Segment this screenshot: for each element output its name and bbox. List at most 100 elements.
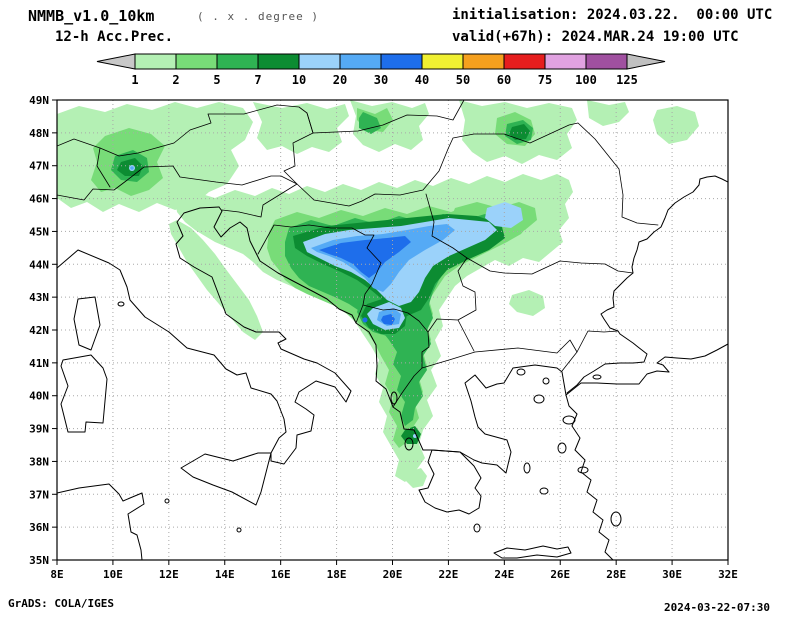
lon-label: 10E [103,568,123,581]
colorbar-segment [462,53,505,70]
lon-label: 20E [383,568,403,581]
border-bulgaria-turkey [576,330,619,353]
lat-label: 44N [29,258,49,271]
island-thasos [516,368,526,376]
lat-label: 35N [29,554,49,567]
coastline-blacksea-west [566,175,728,394]
coastline-anatolia-west [565,394,614,560]
island-elba [117,301,125,307]
lat-label: 38N [29,455,49,468]
border-greece-north [392,339,578,408]
border-pannonia [221,122,659,226]
lat-label: 47N [29,160,49,173]
precip-area [319,236,411,278]
colorbar-segment [216,53,259,70]
colorbar-segment [380,53,423,70]
render-timestamp: 2024-03-22-07:30 [664,601,770,614]
border-serbia-east [425,193,477,352]
border-bosnia-serbia [257,224,382,324]
island-kythira [473,523,481,533]
island-lesbos [562,415,576,425]
colorbar-segment [257,53,300,70]
precip-area [587,100,629,126]
border-swiss-east [96,147,111,188]
lon-label: 12E [159,568,179,581]
island-samos [577,466,589,474]
colorbar-segment [544,53,587,70]
lon-label: 28E [606,568,626,581]
precip-area [509,124,530,140]
island-malta [236,527,242,533]
colorbar-tick-label: 50 [456,73,470,87]
coastlines [57,175,728,560]
coastline-peloponnese [418,449,482,515]
coastline-marmara-south [565,370,670,396]
island-samothrace [542,377,550,385]
precip-area [381,314,395,325]
border-macedonia [427,318,459,333]
model-title: NMMB_v1.0_10km [28,7,155,25]
island-kefalonia [404,437,414,451]
island-chios [557,442,567,454]
colorbar-tick-label: 40 [415,73,429,87]
precip-area [253,102,349,154]
lat-label: 45N [29,225,49,238]
lon-label: 16E [271,568,291,581]
border-alps-south [57,112,314,201]
colorbar-tick-label: 100 [575,73,597,87]
precip-area [362,317,368,323]
lon-label: 14E [215,568,235,581]
colorbar-segment [421,53,464,70]
colorbar-tick-label: 2 [172,73,179,87]
lat-label: 36N [29,521,49,534]
island-rhodes [610,511,622,527]
island-marmara [592,374,602,380]
map: 8E 10E 12E 14E 16E 18E 20E 22E 24E 26E 28E 30E 32E 49… [29,94,738,581]
precip-area [485,202,523,228]
coastline-greece [431,364,567,474]
precip-colorbar: 1 2 5 7 10 20 30 40 50 60 75 100 125 [96,53,666,87]
precip-area [130,166,134,170]
border-danube-ro-bg [466,257,634,275]
colorbar-tick-label: 1 [131,73,138,87]
colorbar-right-arrow [626,53,666,70]
valid-time-label: valid(+67h): 2024.MAR.24 19:00 UTC [452,29,739,45]
island-lemnos [533,394,545,404]
lon-label: 32E [718,568,738,581]
colorbar-segment [503,53,546,70]
colorbar-segment [585,53,628,70]
island-corfu [390,391,398,405]
lat-label: 40N [29,390,49,403]
init-time-label: initialisation: 2024.03.22. 00:00 UTC [452,7,773,23]
lat-label: 43N [29,291,49,304]
lat-label: 41N [29,357,49,370]
colorbar-tick-label: 30 [374,73,388,87]
colorbar-tick-label: 20 [333,73,347,87]
border-albania-east [362,304,430,369]
lat-label: 39N [29,423,49,436]
island-naxos [539,487,549,495]
coastline-italy [57,206,352,465]
lat-label: 37N [29,488,49,501]
border-alps-north [57,100,465,157]
coastline-adriatic-east [213,206,433,451]
colorbar-segment [298,53,341,70]
lon-label: 8E [50,568,63,581]
colorbar-tick-label: 75 [538,73,552,87]
coastline-sicily [180,452,272,506]
colorbar-segment [175,53,218,70]
colorbar-tick-label: 7 [254,73,261,87]
axis-ticks [52,99,729,565]
precip-area [169,220,263,340]
colorbar-tick-label: 125 [616,73,638,87]
coastline-tunisia [57,483,145,560]
lon-label: 18E [327,568,347,581]
lat-label: 48N [29,127,49,140]
island-andros [523,462,531,474]
coastline-bosphorus-asia [656,343,728,373]
colorbar-segment [339,53,382,70]
country-borders [57,100,659,408]
precip-area [405,468,427,488]
lon-label: 24E [494,568,514,581]
